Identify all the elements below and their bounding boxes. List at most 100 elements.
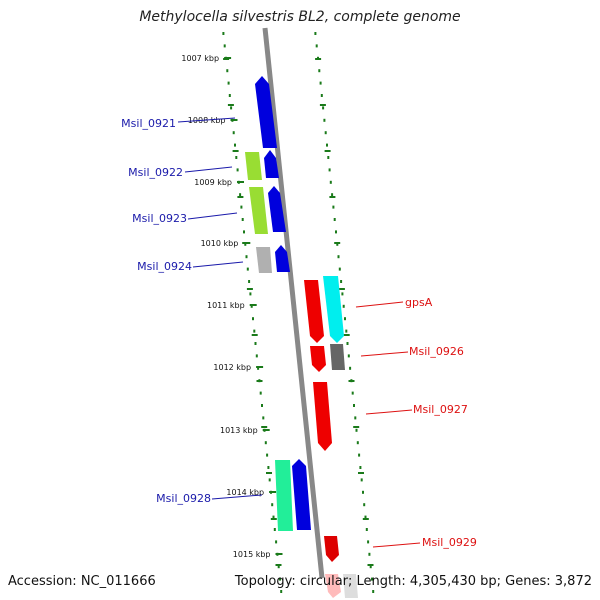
ruler-dot — [365, 528, 368, 531]
kbp-tick — [243, 242, 251, 244]
ruler-dot — [333, 218, 336, 221]
kbp-tick-label: 1010 kbp — [201, 239, 239, 248]
ruler-dash-left — [246, 288, 253, 290]
ruler-dot — [346, 342, 349, 345]
label-msil-0928[interactable]: Msil_0928 — [156, 492, 211, 505]
kbp-tick — [230, 119, 238, 121]
ruler-dot — [320, 94, 323, 97]
gene-msil-0928-bar[interactable] — [275, 460, 293, 531]
ruler-dash-right — [367, 564, 374, 566]
gene-msil-0924-bar[interactable] — [256, 247, 272, 273]
ruler-dot — [266, 453, 269, 457]
topology-label: Topology: circular; Length: 4,305,430 bp… — [234, 574, 592, 589]
ruler-dot — [253, 329, 256, 333]
ruler-dot — [255, 354, 258, 358]
ruler-dot — [314, 32, 317, 35]
ruler-dot — [364, 515, 367, 519]
ruler-dot — [277, 565, 280, 569]
ruler-dot — [280, 590, 283, 593]
ruler-dot — [323, 118, 326, 122]
gene-msil-0923-arrow[interactable] — [268, 186, 286, 232]
ruler-dash-left — [251, 334, 258, 336]
ruler-dot — [241, 218, 244, 221]
kbp-tick-label: 1014 kbp — [226, 488, 264, 497]
leader-msil-0922 — [184, 166, 233, 173]
gene-msil-0928-arrow[interactable] — [292, 459, 311, 530]
gene-msil-0929-arrow[interactable] — [324, 536, 339, 562]
ruler-dash-left — [237, 196, 244, 198]
ruler-dot — [228, 94, 231, 97]
ruler-dot — [249, 292, 252, 296]
ruler-dot — [351, 391, 354, 395]
gene-msil-0925-arrow[interactable] — [323, 276, 344, 343]
label-msil-0927[interactable]: Msil_0927 — [413, 403, 468, 416]
ruler-dash-right — [329, 196, 336, 198]
ruler-dash-left — [232, 150, 239, 152]
ruler-dot — [328, 168, 331, 172]
label-msil-0921[interactable]: Msil_0921 — [121, 117, 176, 130]
ruler-dot — [353, 404, 355, 407]
gene-msil-0926-neighbor-bar[interactable] — [330, 344, 345, 370]
genome-backbone — [262, 27, 325, 579]
ruler-dot — [358, 453, 361, 457]
ruler-dot — [275, 540, 278, 544]
gene-msil-0923-bar[interactable] — [249, 187, 268, 234]
ruler-dot — [222, 32, 225, 35]
ruler-dot — [362, 490, 364, 494]
gene-msil-0921-arrow[interactable] — [255, 76, 277, 148]
ruler-dash-left — [227, 104, 234, 106]
ruler-dash-right — [324, 150, 331, 152]
kbp-tick — [269, 491, 277, 493]
gene-msil-0922-arrow[interactable] — [264, 150, 279, 178]
ruler-dot — [244, 242, 247, 246]
ruler-dot — [332, 205, 335, 209]
ruler-dash-right — [334, 242, 341, 244]
ruler-dot — [342, 304, 345, 308]
ruler-dot — [267, 466, 270, 469]
kbp-tick — [275, 553, 283, 555]
ruler-dot — [230, 106, 233, 110]
gene-msil-0926-arrow[interactable] — [310, 346, 326, 372]
leader-msil-0927 — [365, 409, 413, 415]
ruler-dot — [336, 242, 339, 246]
ruler-dot — [326, 143, 328, 147]
ruler-dot — [337, 255, 340, 259]
ruler-dot — [234, 143, 236, 147]
gene-partial-bottom-1[interactable] — [325, 574, 341, 598]
ruler-dot — [250, 304, 253, 308]
ruler-dot — [315, 44, 318, 48]
ruler-dash-right — [353, 426, 360, 428]
label-msil-0929[interactable]: Msil_0929 — [422, 536, 477, 549]
ruler-dot — [226, 69, 229, 73]
label-msil-0923[interactable]: Msil_0923 — [132, 212, 187, 225]
ruler-dot — [354, 416, 357, 420]
label-msil-0922[interactable]: Msil_0922 — [128, 166, 183, 179]
ruler-dot — [273, 528, 276, 531]
ruler-dot — [355, 428, 358, 432]
ruler-dot — [335, 230, 337, 234]
kbp-tick — [224, 57, 232, 59]
ruler-dot — [257, 366, 260, 370]
gene-msil-0924-arrow[interactable] — [275, 245, 290, 272]
ruler-dot — [367, 540, 370, 544]
label-msil-0926[interactable]: Msil_0926 — [409, 345, 464, 358]
genome-title: Methylocella silvestris BL2, complete ge… — [139, 9, 461, 25]
label-msil-0924[interactable]: Msil_0924 — [137, 260, 192, 273]
gene-msil-0927-arrow[interactable] — [313, 382, 332, 451]
kbp-tick — [262, 429, 270, 431]
leader-msil-0926 — [360, 351, 409, 357]
ruler-dot — [236, 168, 239, 172]
gene-gpsa-arrow[interactable] — [304, 280, 324, 343]
ruler-dash-right — [348, 380, 355, 382]
kbp-tick — [249, 304, 257, 306]
gene-msil-0922-bar[interactable] — [245, 152, 262, 180]
ruler-dot — [329, 180, 332, 184]
label-gpsa[interactable]: gpsA — [405, 296, 433, 309]
ruler-dot — [347, 354, 350, 358]
gene-partial-bottom-2[interactable] — [343, 574, 358, 598]
ruler-dot — [239, 193, 242, 197]
ruler-dot — [327, 156, 330, 159]
leader-gpsa — [355, 301, 404, 308]
ruler-dot — [227, 81, 230, 85]
leader-msil-0921 — [177, 117, 236, 123]
